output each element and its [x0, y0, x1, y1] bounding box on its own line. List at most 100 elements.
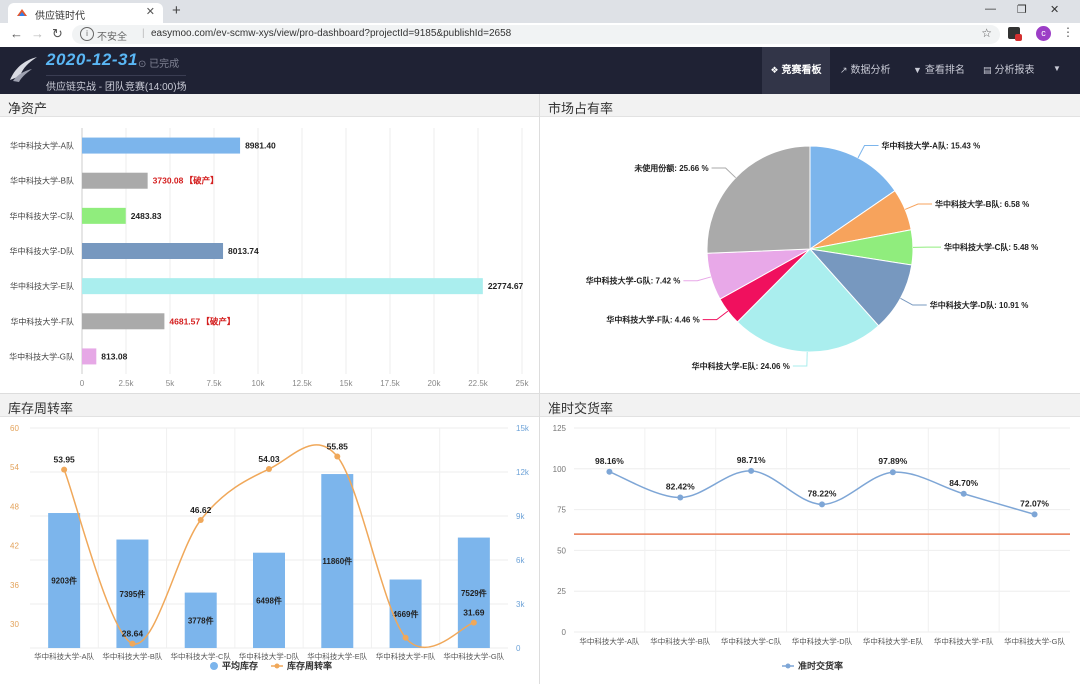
x-category-label: 华中科技大学-F队: [934, 636, 994, 646]
line-point: [197, 516, 204, 523]
line-label: 98.16%: [595, 456, 624, 466]
omnibox-divider: |: [142, 28, 145, 39]
y-tick-label: 100: [553, 465, 567, 474]
x-tick-label: 25k: [516, 379, 530, 388]
status-badge: ⊙ 已完成: [138, 59, 180, 70]
url-text[interactable]: easymoo.com/ev-scmw-xys/view/pro-dashboa…: [151, 28, 512, 39]
info-icon[interactable]: i: [80, 27, 94, 41]
line-point: [819, 501, 825, 508]
x-tick-label: 15k: [340, 379, 354, 388]
leader-line: [711, 167, 737, 179]
net-assets-panel: 净资产 0 2.5k 5k 7.5k 10k 12.5k 15k 17.5k 20k 22.5k 2…: [0, 94, 539, 393]
line-point: [889, 469, 896, 476]
legend-marker: [274, 663, 280, 669]
data-label: 813.08: [101, 351, 127, 361]
x-tick-label: 7.5k: [206, 379, 222, 388]
chevron-down-icon[interactable]: ▼: [1053, 64, 1061, 73]
extension-badge: [1015, 34, 1022, 41]
market-share-panel: 市场占有率 华中科技大学-A队: 15.43 % 华中科技大学-B队: 6.58 …: [540, 94, 1080, 393]
status-text: 已完成: [149, 59, 180, 70]
tab-title: 供应链时代: [35, 11, 85, 22]
x-tick-label: 17.5k: [380, 379, 401, 388]
line-point: [748, 467, 755, 474]
data-label: 8013.74: [228, 246, 259, 256]
line-point: [266, 466, 272, 473]
reload-icon[interactable]: ↻: [52, 26, 63, 41]
nav-ranking-label: 查看排名: [924, 65, 965, 76]
y-tick-label: 125: [553, 424, 567, 433]
y-category-label: 华中科技大学-C队: [10, 211, 74, 221]
report-icon: ▤: [983, 65, 992, 75]
nav-reports[interactable]: ▤ 分析报表: [983, 47, 1035, 94]
y-left-tick-label: 42: [10, 542, 19, 551]
y-right-tick-label: 9k: [516, 512, 525, 521]
y-right-tick-label: 3k: [516, 600, 525, 609]
bar-label: 3778件: [188, 615, 214, 625]
bar: [82, 243, 224, 259]
bookmark-star-icon[interactable]: ☆: [981, 26, 992, 40]
data-label: 8981.40: [245, 141, 276, 151]
slice-label: 华中科技大学-B队: 6.58 %: [935, 199, 1029, 209]
leader-line: [904, 203, 933, 210]
legend-marker: [785, 663, 791, 669]
competition-date: 2020-12-31: [46, 50, 138, 69]
competition-subtitle: 供应链实战 - 团队竞赛(14:00)场: [46, 82, 187, 93]
minimize-window-icon[interactable]: —: [985, 3, 996, 15]
bar: [82, 313, 165, 330]
restore-window-icon[interactable]: ❐: [1017, 4, 1027, 16]
nav-data-analysis-label: 数据分析: [850, 65, 891, 76]
browser-menu-icon[interactable]: ⋮: [1062, 25, 1074, 39]
x-tick-label: 20k: [428, 379, 442, 388]
bankrupt-note: 【破产】: [185, 176, 219, 186]
leader-line: [702, 310, 729, 321]
line-label: 98.71%: [737, 455, 766, 465]
panel-header: 准时交货率: [540, 394, 1080, 417]
back-arrow-icon[interactable]: ←: [10, 26, 23, 41]
y-left-tick-label: 30: [10, 620, 19, 629]
slice-label: 未使用份额: 25.66 %: [633, 163, 708, 173]
y-category-label: 华中科技大学-A队: [10, 141, 74, 151]
line-point: [1031, 511, 1038, 518]
nav-dashboard[interactable]: ❖ 竞赛看板: [762, 47, 830, 94]
inventory-panel: 库存周转率 15k 12k 9k 6k 3k 0 60 54 48 42 36 30 9203件 华中科技…: [0, 394, 539, 684]
y-right-tick-label: 15k: [516, 424, 530, 433]
close-window-icon[interactable]: ✕: [1050, 4, 1060, 16]
bar-label: 7395件: [120, 589, 146, 599]
address-bar[interactable]: i 不安全 | easymoo.com/ev-scmw-xys/view/pro…: [72, 25, 1000, 44]
net-assets-chart: 0 2.5k 5k 7.5k 10k 12.5k 15k 17.5k 20k 22.5k 25k 华中…: [9, 128, 530, 388]
line-label: 78.22%: [808, 488, 837, 498]
panel-divider: [0, 393, 1080, 394]
slice-label: 华中科技大学-G队: 7.42 %: [586, 276, 681, 286]
trophy-icon: ▼: [913, 65, 922, 75]
line-label: 54.03: [258, 454, 280, 464]
nav-ranking[interactable]: ▼ 查看排名: [913, 47, 965, 94]
legend-label: 平均库存: [222, 660, 258, 671]
slice-label: 华中科技大学-A队: 15.43 %: [882, 140, 981, 150]
x-category-label: 华中科技大学-F队: [376, 651, 436, 661]
x-tick-label: 12.5k: [292, 379, 313, 388]
slice-label: 华中科技大学-F队: 4.46 %: [606, 315, 699, 325]
nav-data-analysis[interactable]: ↗ 数据分析: [840, 47, 891, 94]
bar: [253, 552, 285, 648]
browser-tab[interactable]: 供应链时代 ✕: [8, 3, 163, 23]
slice-label: 华中科技大学-D队: 10.91 %: [930, 300, 1029, 310]
line-point: [470, 619, 477, 626]
bar: [184, 592, 217, 648]
line-label: 72.07%: [1020, 498, 1049, 508]
x-category-label: 华中科技大学-E队: [863, 636, 923, 646]
data-label: 3730.08: [153, 176, 184, 186]
y-category-label: 华中科技大学-F队: [10, 316, 74, 326]
browser-toolbar: ← → ↻ i 不安全 | easymoo.com/ev-scmw-xys/vi…: [0, 23, 1080, 48]
x-category-label: 华中科技大学-G队: [1004, 636, 1065, 646]
line-label: 97.89%: [878, 456, 907, 466]
x-category-label: 华中科技大学-E队: [307, 651, 367, 661]
profile-avatar[interactable]: c: [1036, 26, 1051, 41]
forward-arrow-icon[interactable]: →: [31, 26, 44, 41]
data-label: 2483.83: [131, 211, 162, 221]
tab-close-icon[interactable]: ✕: [145, 6, 155, 18]
y-left-tick-label: 36: [10, 581, 19, 590]
line-point: [334, 453, 341, 460]
new-tab-button[interactable]: +: [172, 2, 181, 19]
pie-slice: [736, 248, 880, 353]
